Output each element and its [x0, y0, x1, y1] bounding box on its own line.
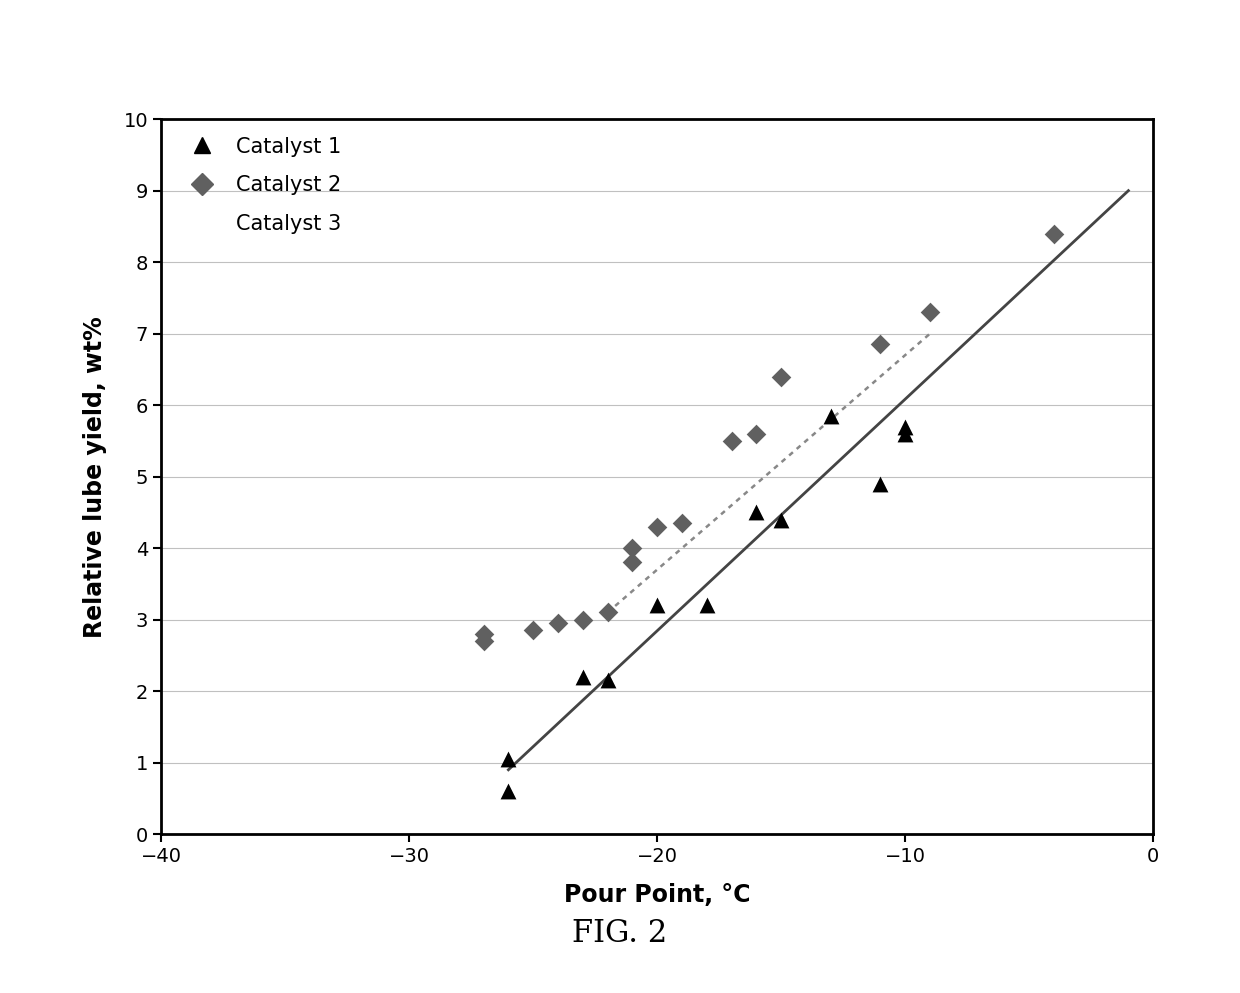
Point [598, 672, 618, 688]
Point [771, 368, 791, 384]
Point [895, 426, 915, 442]
X-axis label: Pour Point, °C: Pour Point, °C [564, 883, 750, 907]
Point [598, 605, 618, 621]
Point [672, 515, 692, 531]
Point [746, 426, 766, 442]
Point [647, 598, 667, 614]
Point [523, 623, 543, 638]
Text: FIG. 2: FIG. 2 [573, 918, 667, 949]
Point [573, 612, 593, 628]
Point [746, 504, 766, 520]
Point [771, 511, 791, 527]
Point [622, 554, 642, 570]
Point [722, 433, 742, 449]
Point [622, 540, 642, 556]
Point [647, 518, 667, 534]
Point [920, 304, 940, 320]
Point [870, 476, 890, 492]
Point [474, 634, 494, 649]
Point [573, 669, 593, 685]
Point [498, 783, 518, 799]
Point [821, 408, 841, 424]
Point [474, 626, 494, 641]
Y-axis label: Relative lube yield, wt%: Relative lube yield, wt% [83, 316, 107, 638]
Point [870, 337, 890, 353]
Point [895, 419, 915, 435]
Point [1044, 225, 1064, 241]
Point [498, 751, 518, 767]
Legend: Catalyst 1, Catalyst 2, Catalyst 3: Catalyst 1, Catalyst 2, Catalyst 3 [181, 137, 341, 234]
Point [697, 598, 717, 614]
Point [548, 616, 568, 632]
